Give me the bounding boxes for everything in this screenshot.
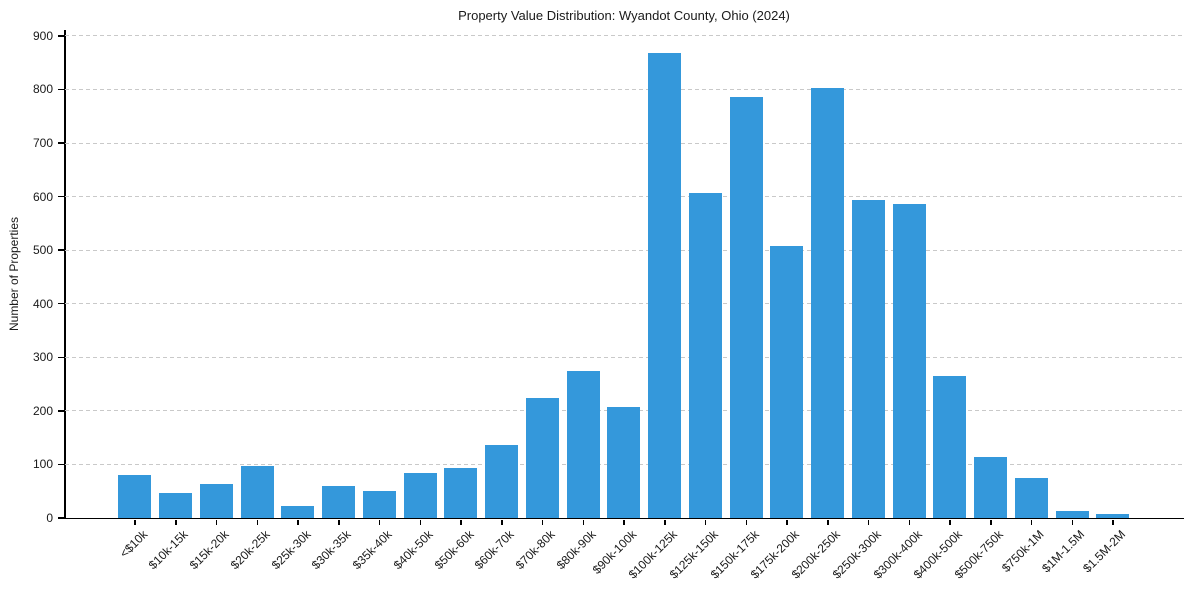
x-tick-label: $1.5M-2M xyxy=(1080,527,1129,576)
bar xyxy=(688,192,722,518)
bar xyxy=(607,406,641,518)
y-tick-label: 600 xyxy=(32,189,53,204)
x-tick-label: $60k-70k xyxy=(472,527,517,573)
x-tick-label: $40k-50k xyxy=(390,527,436,573)
x-tick xyxy=(949,519,951,525)
bar xyxy=(648,53,682,518)
x-tick xyxy=(134,519,136,525)
bar xyxy=(1055,511,1089,518)
x-tick xyxy=(867,519,870,525)
y-axis-label: Number of Properties xyxy=(7,216,21,332)
x-tick xyxy=(908,519,910,525)
bar xyxy=(729,96,763,518)
bar xyxy=(444,468,478,518)
gridline-600 xyxy=(65,196,1183,198)
bar xyxy=(199,483,233,518)
x-tick xyxy=(1030,519,1033,525)
x-tick xyxy=(990,519,992,525)
x-tick xyxy=(541,519,544,525)
y-tick xyxy=(58,302,65,305)
x-tick xyxy=(786,519,788,525)
x-tick xyxy=(582,519,584,525)
y-tick xyxy=(58,195,65,198)
x-tick-label: $1M-1.5M xyxy=(1039,527,1088,576)
gridline-800 xyxy=(65,88,1183,90)
bar xyxy=(851,200,885,518)
x-tick xyxy=(175,519,177,525)
bar xyxy=(770,245,804,518)
x-tick xyxy=(1112,519,1114,525)
y-tick-label: 0 xyxy=(46,511,53,525)
bar xyxy=(403,473,437,518)
x-tick xyxy=(256,519,258,525)
x-tick xyxy=(623,519,625,525)
bar xyxy=(566,370,600,518)
y-tick xyxy=(58,356,65,359)
x-tick xyxy=(827,519,829,525)
bar xyxy=(811,88,845,518)
bar xyxy=(485,445,519,518)
bar xyxy=(362,491,396,518)
y-tick xyxy=(58,35,65,37)
x-tick-label: $35k-40k xyxy=(349,527,395,573)
x-tick-label: $20k-25k xyxy=(227,527,273,573)
x-tick-label: $25k-30k xyxy=(268,527,314,573)
x-tick xyxy=(745,519,747,525)
bar xyxy=(281,505,315,518)
x-tick xyxy=(664,519,666,525)
bar xyxy=(159,492,193,518)
x-tick xyxy=(704,519,707,525)
x-tick-label: $50k-60k xyxy=(431,527,477,573)
y-tick xyxy=(58,410,65,412)
y-tick xyxy=(58,88,65,91)
x-tick xyxy=(1071,519,1073,525)
bar xyxy=(974,456,1008,518)
y-tick-label: 700 xyxy=(32,136,53,151)
y-tick-label: 400 xyxy=(32,296,53,311)
y-tick xyxy=(58,517,65,519)
gridline-700 xyxy=(65,142,1183,144)
y-tick xyxy=(58,463,65,466)
y-tick-label: 900 xyxy=(32,28,53,43)
bar xyxy=(1096,514,1130,518)
gridline-400 xyxy=(65,303,1183,305)
gridline-900 xyxy=(65,35,1183,37)
x-tick-label: $750k-1M xyxy=(999,527,1047,575)
bar xyxy=(1014,477,1048,518)
x-tick-label: <$10k xyxy=(116,527,151,561)
y-tick xyxy=(58,249,65,251)
bar xyxy=(322,485,356,518)
x-tick xyxy=(215,519,218,525)
chart-title: Property Value Distribution: Wyandot Cou… xyxy=(458,8,790,23)
x-tick-label: $70k-80k xyxy=(512,527,558,573)
y-tick-label: 800 xyxy=(32,82,53,97)
gridline-500 xyxy=(65,249,1183,251)
gridline-300 xyxy=(65,356,1183,358)
y-tick-label: 100 xyxy=(32,457,53,472)
x-tick xyxy=(419,519,421,525)
x-tick xyxy=(501,519,503,525)
y-axis-line xyxy=(64,30,66,519)
bar xyxy=(118,474,152,518)
y-tick xyxy=(58,142,65,144)
x-axis-line xyxy=(64,517,1184,519)
x-tick-label: $10k-15k xyxy=(146,527,191,573)
y-tick-label: 200 xyxy=(32,403,53,418)
x-tick xyxy=(338,519,340,525)
x-tick xyxy=(297,519,299,525)
y-tick-label: 500 xyxy=(32,243,53,258)
x-tick xyxy=(378,519,381,525)
y-tick-label: 300 xyxy=(32,350,53,365)
bar xyxy=(240,465,274,518)
x-tick-label: $30k-35k xyxy=(309,527,354,573)
bar xyxy=(892,203,926,518)
x-tick-label: $15k-20k xyxy=(186,527,232,573)
bar xyxy=(525,398,559,518)
bar xyxy=(933,376,967,518)
x-tick xyxy=(460,519,462,525)
